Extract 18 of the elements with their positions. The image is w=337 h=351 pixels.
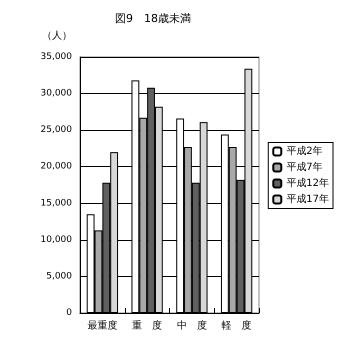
legend-label: 平成2年	[286, 145, 323, 157]
y-tick-label: 15,000	[40, 198, 72, 208]
y-axis-title: （人）	[42, 30, 72, 42]
x-tick-label: 最重度	[87, 320, 118, 332]
x-tick-label: 軽 度	[222, 320, 252, 332]
y-tick-label: 10,000	[40, 234, 72, 245]
y-tick-label: 0	[66, 308, 72, 318]
x-tick-label: 中 度	[176, 320, 207, 332]
y-tick-label: 5,000	[46, 271, 72, 282]
legend-label: 平成12年	[286, 177, 330, 189]
y-tick-label: 30,000	[40, 88, 72, 99]
y-tick-label: 35,000	[40, 52, 72, 62]
legend-label: 平成17年	[286, 193, 330, 205]
legend-label: 平成7年	[286, 161, 323, 173]
chart-title: 図9 18歳未満	[115, 12, 191, 25]
x-tick-label: 重 度	[132, 320, 162, 332]
y-tick-label: 25,000	[40, 125, 72, 136]
y-tick-label: 20,000	[40, 162, 72, 172]
